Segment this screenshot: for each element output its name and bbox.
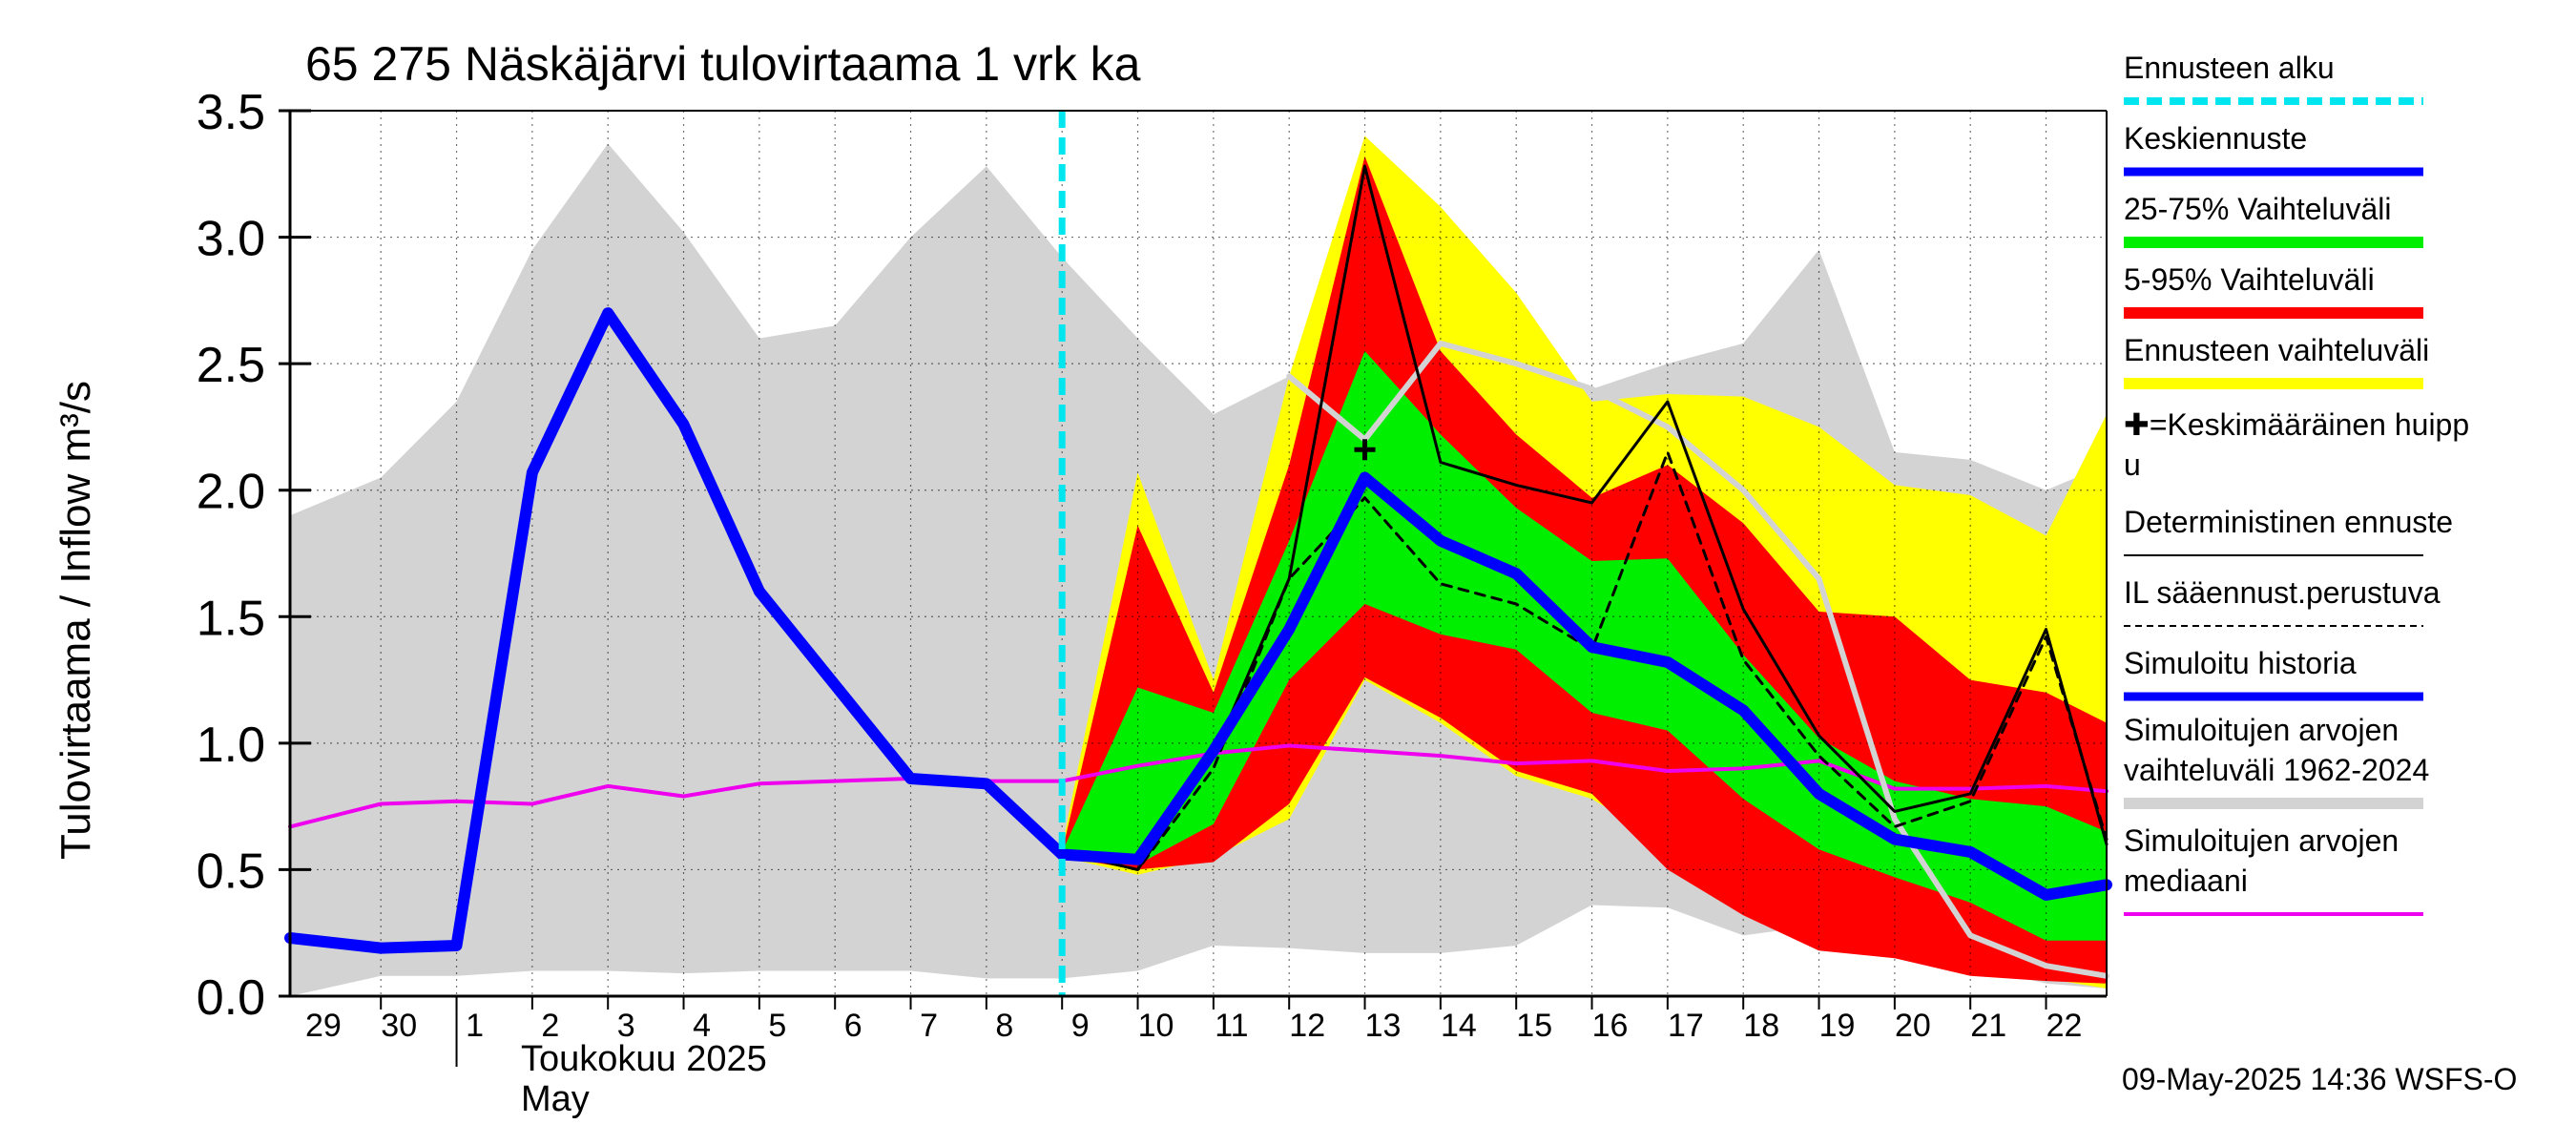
mean-peak-marker bbox=[1354, 439, 1376, 461]
x-tick-label: 11 bbox=[1215, 1008, 1248, 1044]
x-tick-label: 6 bbox=[844, 1008, 862, 1044]
mean-forecast-line bbox=[1056, 471, 2112, 901]
x-tick-label: 19 bbox=[1819, 1008, 1856, 1044]
month-label: Toukokuu 2025 bbox=[521, 1039, 767, 1079]
deterministic-forecast-line bbox=[1060, 164, 2109, 871]
legend-label: Deterministinen ennuste bbox=[2124, 505, 2453, 539]
legend-label: 25-75% Vaihteluväli bbox=[2124, 192, 2391, 226]
x-tick-label: 12 bbox=[1289, 1008, 1325, 1044]
axis-layer: 0.00.51.01.52.02.53.03.529 30 1 2 3 4 5 6 7 8 9 10 1… bbox=[197, 85, 2108, 1067]
y-tick-label: 3.0 bbox=[197, 212, 265, 267]
x-tick-label: 4 bbox=[693, 1008, 711, 1044]
legend-label: Keskiennuste bbox=[2124, 121, 2307, 156]
x-tick-label: 3 bbox=[617, 1008, 635, 1044]
y-tick-label: 3.5 bbox=[197, 85, 265, 140]
legend-label: ✚=Keskimääräinen huipp bbox=[2124, 407, 2469, 442]
x-tick-label: 22 bbox=[2046, 1008, 2083, 1044]
x-tick-label: 7 bbox=[920, 1008, 938, 1044]
legend-label: Ennusteen alku bbox=[2124, 51, 2335, 85]
x-tick-label: 13 bbox=[1365, 1008, 1402, 1044]
simulated-history-line bbox=[284, 307, 1069, 954]
y-tick-label: 1.5 bbox=[197, 591, 265, 646]
x-tick-label: 15 bbox=[1516, 1008, 1552, 1044]
y-tick-label: 2.0 bbox=[197, 465, 265, 520]
y-tick-label: 0.5 bbox=[197, 843, 265, 899]
legend-label: Ennusteen vaihteluväli bbox=[2124, 333, 2429, 367]
x-tick-label: 5 bbox=[768, 1008, 786, 1044]
legend-label: u bbox=[2124, 448, 2141, 482]
legend-label: mediaani bbox=[2124, 864, 2248, 898]
chart-title: 65 275 Näskäjärvi tulovirtaama 1 vrk ka bbox=[305, 37, 1141, 91]
legend-label: 5-95% Vaihteluväli bbox=[2124, 262, 2375, 297]
x-tick-label: 17 bbox=[1668, 1008, 1704, 1044]
y-tick-label: 1.0 bbox=[197, 718, 265, 773]
x-tick-label: 14 bbox=[1441, 1008, 1477, 1044]
x-tick-label: 30 bbox=[381, 1008, 417, 1044]
x-tick-label: 1 bbox=[466, 1008, 484, 1044]
footer-timestamp: 09-May-2025 14:36 WSFS-O bbox=[2122, 1062, 2517, 1096]
x-tick-label: 10 bbox=[1138, 1008, 1174, 1044]
data-layer bbox=[290, 135, 2107, 996]
line-layer bbox=[284, 111, 2112, 996]
x-tick-label: 21 bbox=[1970, 1008, 2006, 1044]
x-tick-label: 29 bbox=[305, 1008, 342, 1044]
y-tick-label: 2.5 bbox=[197, 338, 265, 393]
legend-label: vaihteluväli 1962-2024 bbox=[2124, 753, 2429, 787]
ensemble-member-line bbox=[1286, 340, 2109, 979]
legend-label: IL sääennust.perustuva bbox=[2124, 575, 2441, 610]
x-tick-label: 9 bbox=[1071, 1008, 1090, 1044]
month-label-en: May bbox=[521, 1079, 590, 1119]
x-tick-label: 20 bbox=[1895, 1008, 1931, 1044]
grid-layer bbox=[290, 111, 2107, 996]
x-tick-label: 18 bbox=[1743, 1008, 1779, 1044]
legend-label: Simuloitu historia bbox=[2124, 646, 2357, 680]
legend-label: Simuloitujen arvojen bbox=[2124, 713, 2399, 747]
x-tick-label: 2 bbox=[541, 1008, 559, 1044]
legend: Ennusteen alku Keskiennuste 25-75% Vaihtel… bbox=[2124, 51, 2469, 916]
y-axis-label: Tulovirtaama / Inflow m³/s bbox=[52, 381, 99, 860]
x-tick-label: 16 bbox=[1592, 1008, 1629, 1044]
x-tick-label: 8 bbox=[995, 1008, 1013, 1044]
legend-label: Simuloitujen arvojen bbox=[2124, 823, 2399, 858]
y-tick-label: 0.0 bbox=[197, 970, 265, 1026]
